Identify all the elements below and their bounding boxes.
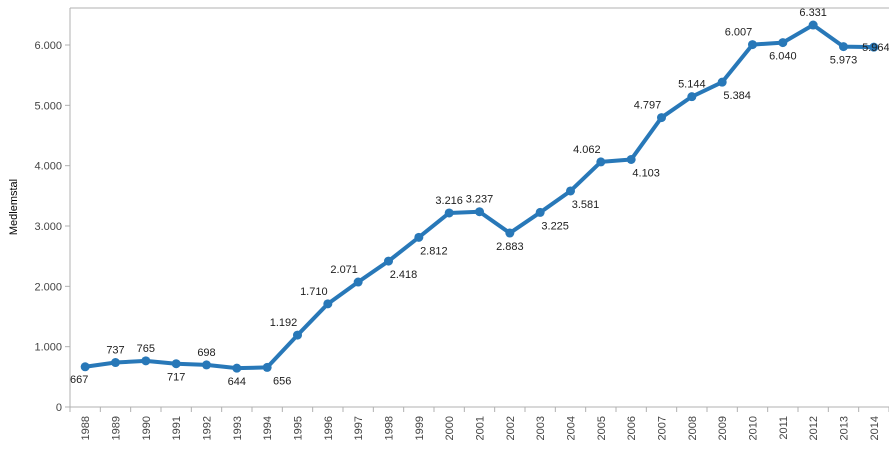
x-tick-label-2011: 2011 bbox=[778, 416, 790, 440]
y-tick-label: 6.000 bbox=[34, 40, 62, 52]
x-tick-label-2004: 2004 bbox=[566, 416, 578, 440]
data-point-2006[interactable] bbox=[626, 154, 636, 164]
x-tick-label-2000: 2000 bbox=[444, 416, 456, 440]
x-tick-label-1988: 1988 bbox=[80, 416, 92, 440]
x-tick-label-1997: 1997 bbox=[353, 416, 365, 440]
x-tick-label-1998: 1998 bbox=[384, 416, 396, 440]
data-point-1996[interactable] bbox=[323, 299, 333, 309]
x-axis: 1988 1989 1990 1991 1992 1993 1994 1995 1996 1997… bbox=[69, 407, 889, 440]
y-tick-label: 2.000 bbox=[34, 281, 62, 293]
data-label-2011: 6.040 bbox=[769, 51, 797, 63]
x-tick-label-2003: 2003 bbox=[535, 416, 547, 440]
data-point-1993[interactable] bbox=[232, 363, 242, 373]
x-tick-label-1989: 1989 bbox=[111, 416, 123, 440]
x-tick-label-1999: 1999 bbox=[414, 416, 426, 440]
y-tick-label: 3.000 bbox=[34, 221, 62, 233]
x-tick-label-2008: 2008 bbox=[687, 416, 699, 440]
data-label-2013: 5.973 bbox=[830, 55, 858, 67]
data-point-2001[interactable] bbox=[475, 207, 484, 217]
data-label-1989: 737 bbox=[106, 345, 124, 357]
y-tick-label: 1.000 bbox=[34, 342, 62, 354]
data-label-1999: 2.812 bbox=[420, 245, 448, 257]
x-tick-label-2007: 2007 bbox=[657, 416, 669, 440]
x-tick-label-2006: 2006 bbox=[626, 416, 638, 440]
data-label-1994: 656 bbox=[273, 375, 291, 387]
data-point-1997[interactable] bbox=[353, 277, 363, 287]
data-label-2000: 3.216 bbox=[435, 195, 463, 207]
data-point-2005[interactable] bbox=[596, 157, 606, 167]
plot-border bbox=[69, 7, 889, 408]
x-tick-label-2013: 2013 bbox=[839, 416, 851, 440]
data-label-2001: 3.237 bbox=[466, 194, 494, 206]
data-label-2005: 4.062 bbox=[573, 144, 601, 156]
x-tick-label-2001: 2001 bbox=[475, 416, 487, 440]
data-label-2014: 5.964 bbox=[862, 42, 889, 54]
x-tick-label-1991: 1991 bbox=[171, 416, 183, 440]
data-point-1998[interactable] bbox=[384, 256, 393, 266]
y-tick-label: 0 bbox=[56, 402, 62, 414]
data-label-1995: 1.192 bbox=[270, 317, 298, 329]
x-tick-label-2012: 2012 bbox=[808, 416, 820, 440]
x-tick-label-1992: 1992 bbox=[202, 416, 214, 440]
data-label-2004: 3.581 bbox=[572, 199, 600, 211]
x-tick-label-2005: 2005 bbox=[596, 416, 608, 440]
data-point-2004[interactable] bbox=[566, 186, 575, 196]
data-point-1988[interactable] bbox=[80, 362, 90, 372]
y-axis: 0 1.000 2.000 3.000 4.000 5.000 6.000 bbox=[34, 40, 70, 414]
data-label-1997: 2.071 bbox=[330, 264, 358, 276]
data-point-2013[interactable] bbox=[839, 42, 848, 52]
y-tick-label: 5.000 bbox=[34, 100, 62, 112]
x-tick-label-1996: 1996 bbox=[323, 416, 335, 440]
x-tick-label-2010: 2010 bbox=[748, 416, 760, 440]
data-label-2003: 3.225 bbox=[541, 220, 569, 232]
x-tick-label-1995: 1995 bbox=[293, 416, 305, 440]
y-axis-title: Medlemstal bbox=[8, 179, 20, 235]
data-point-1999[interactable] bbox=[414, 232, 424, 242]
data-point-1992[interactable] bbox=[202, 360, 211, 370]
data-label-1993: 644 bbox=[228, 376, 246, 388]
x-tick-label-2014: 2014 bbox=[869, 416, 881, 440]
data-label-2012: 6.331 bbox=[799, 7, 827, 19]
data-label-1988: 667 bbox=[70, 374, 88, 386]
data-label-1998: 2.418 bbox=[390, 269, 418, 281]
data-point-2014[interactable] bbox=[869, 42, 879, 52]
y-tick-label: 4.000 bbox=[34, 161, 62, 173]
data-label-2006: 4.103 bbox=[632, 167, 660, 179]
data-point-2000[interactable] bbox=[444, 208, 454, 218]
data-label-2007: 4.797 bbox=[634, 100, 662, 112]
data-point-1994[interactable] bbox=[262, 362, 272, 372]
data-point-1990[interactable] bbox=[141, 356, 151, 366]
x-tick-label-2009: 2009 bbox=[717, 416, 729, 440]
data-label-1996: 1.710 bbox=[300, 286, 328, 298]
x-tick-label-2002: 2002 bbox=[505, 416, 517, 440]
data-label-2008: 5.144 bbox=[678, 79, 706, 91]
data-point-2009[interactable] bbox=[717, 77, 727, 87]
data-point-2003[interactable] bbox=[535, 207, 545, 217]
data-point-1989[interactable] bbox=[111, 358, 120, 368]
line-series bbox=[80, 20, 879, 373]
x-tick-label-1990: 1990 bbox=[141, 416, 153, 440]
data-point-2007[interactable] bbox=[657, 113, 666, 123]
data-point-2011[interactable] bbox=[778, 38, 788, 48]
data-point-1991[interactable] bbox=[171, 359, 181, 369]
data-label-1992: 698 bbox=[197, 347, 215, 359]
data-point-2002[interactable] bbox=[505, 228, 515, 238]
data-point-2012[interactable] bbox=[808, 20, 818, 30]
data-label-2010: 6.007 bbox=[725, 27, 753, 39]
data-point-1995[interactable] bbox=[293, 330, 302, 340]
data-label-2009: 5.384 bbox=[723, 90, 751, 102]
x-tick-label-1993: 1993 bbox=[232, 416, 244, 440]
data-label-1991: 717 bbox=[167, 372, 185, 384]
x-tick-label-1994: 1994 bbox=[262, 416, 274, 440]
data-point-2010[interactable] bbox=[748, 40, 757, 50]
data-point-2008[interactable] bbox=[687, 92, 697, 102]
data-label-2002: 2.883 bbox=[496, 241, 524, 253]
data-label-1990: 765 bbox=[137, 343, 155, 355]
